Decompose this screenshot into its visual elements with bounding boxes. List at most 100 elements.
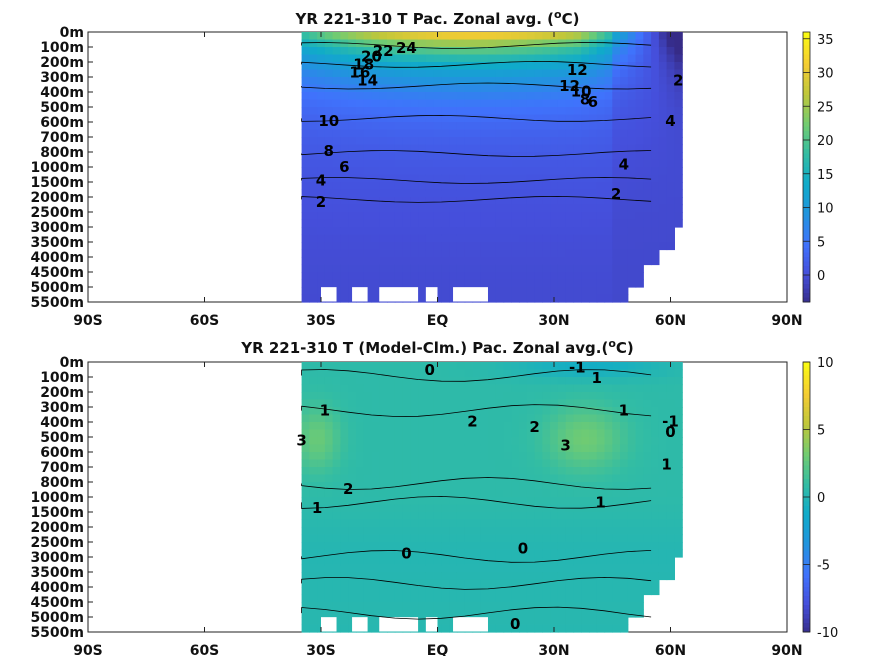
heatmap-cell xyxy=(410,557,419,566)
y-tick-label: 4500m xyxy=(30,265,84,281)
heatmap-cell xyxy=(589,587,598,596)
heatmap-cell xyxy=(301,414,310,423)
heatmap-cell xyxy=(604,572,613,581)
heatmap-cell xyxy=(464,234,474,243)
heatmap-cell xyxy=(309,84,318,93)
heatmap-cell xyxy=(643,572,652,581)
heatmap-cell xyxy=(651,444,660,453)
heatmap-cell xyxy=(379,32,388,41)
heatmap-cell xyxy=(348,107,357,116)
heatmap-cell xyxy=(565,527,575,536)
heatmap-cell xyxy=(511,287,520,296)
heatmap-cell xyxy=(387,564,396,573)
heatmap-cell xyxy=(612,129,621,138)
heatmap-cell xyxy=(488,272,497,281)
heatmap-cell xyxy=(309,572,318,581)
heatmap-cell xyxy=(604,204,613,213)
heatmap-cell xyxy=(324,459,334,468)
heatmap-cell xyxy=(596,122,606,131)
heatmap-cell xyxy=(581,429,590,438)
heatmap-cell xyxy=(565,557,575,566)
heatmap-cell xyxy=(324,227,334,236)
heatmap-cell xyxy=(402,234,411,243)
heatmap-cell xyxy=(565,189,575,198)
heatmap-cell xyxy=(402,429,411,438)
heatmap-cell xyxy=(480,189,489,198)
heatmap-cell xyxy=(573,114,582,123)
heatmap-cell xyxy=(534,197,543,206)
heatmap-cell xyxy=(418,264,427,273)
heatmap-cell xyxy=(441,407,450,416)
heatmap-cell xyxy=(674,384,683,393)
heatmap-cell xyxy=(371,167,380,176)
heatmap-cell xyxy=(356,452,365,461)
heatmap-cell xyxy=(456,452,466,461)
heatmap-cell xyxy=(371,39,380,48)
heatmap-cell xyxy=(348,249,357,258)
heatmap-cell xyxy=(480,519,489,528)
heatmap-cell xyxy=(627,362,637,371)
heatmap-cell xyxy=(589,602,598,611)
y-tick-label: 5000m xyxy=(30,280,84,296)
colorbar-segment xyxy=(803,63,810,69)
heatmap-cell xyxy=(317,114,326,123)
heatmap-cell xyxy=(542,182,551,191)
heatmap-cell xyxy=(371,437,380,446)
heatmap-cell xyxy=(472,92,481,101)
heatmap-cell xyxy=(557,197,567,206)
heatmap-cell xyxy=(480,414,489,423)
heatmap-cell xyxy=(596,422,606,431)
heatmap-cell xyxy=(612,572,621,581)
heatmap-cell xyxy=(418,249,427,258)
heatmap-cell xyxy=(472,137,481,146)
heatmap-cell xyxy=(348,429,357,438)
heatmap-cell xyxy=(371,249,380,258)
heatmap-cell xyxy=(503,167,512,176)
heatmap-cell xyxy=(348,129,357,138)
heatmap-cell xyxy=(565,242,575,251)
heatmap-cell xyxy=(410,377,419,386)
heatmap-cell xyxy=(651,167,660,176)
heatmap-cell xyxy=(573,534,582,543)
heatmap-cell xyxy=(557,182,567,191)
heatmap-cell xyxy=(488,362,497,371)
heatmap-cell xyxy=(511,39,520,48)
heatmap-cell xyxy=(433,414,442,423)
heatmap-cell xyxy=(573,414,582,423)
heatmap-cell xyxy=(332,212,341,221)
heatmap-cell xyxy=(573,257,582,266)
heatmap-cell xyxy=(651,459,660,468)
heatmap-cell xyxy=(534,69,543,78)
heatmap-cell xyxy=(658,227,668,236)
heatmap-cell xyxy=(449,602,458,611)
heatmap-cell xyxy=(418,204,427,213)
heatmap-cell xyxy=(379,54,388,63)
heatmap-cell xyxy=(480,482,489,491)
heatmap-cell xyxy=(604,264,613,273)
heatmap-cell xyxy=(526,482,536,491)
heatmap-cell xyxy=(627,587,637,596)
heatmap-cell xyxy=(573,182,582,191)
heatmap-cell xyxy=(495,62,505,71)
heatmap-cell xyxy=(511,174,520,183)
heatmap-cell xyxy=(550,392,559,401)
heatmap-cell xyxy=(387,422,396,431)
heatmap-cell xyxy=(651,527,660,536)
heatmap-cell xyxy=(550,594,559,603)
heatmap-cell xyxy=(526,219,536,228)
colorbar-segment xyxy=(803,582,810,588)
heatmap-cell xyxy=(387,242,396,251)
heatmap-cell xyxy=(620,167,629,176)
heatmap-cell xyxy=(612,512,621,521)
heatmap-cell xyxy=(348,587,357,596)
heatmap-cell xyxy=(596,384,606,393)
heatmap-cell xyxy=(596,437,606,446)
heatmap-cell xyxy=(472,212,481,221)
heatmap-cell xyxy=(627,77,637,86)
heatmap-cell xyxy=(635,257,644,266)
heatmap-cell xyxy=(542,137,551,146)
heatmap-cell xyxy=(666,414,675,423)
heatmap-cell xyxy=(596,182,606,191)
heatmap-cell xyxy=(495,99,505,108)
